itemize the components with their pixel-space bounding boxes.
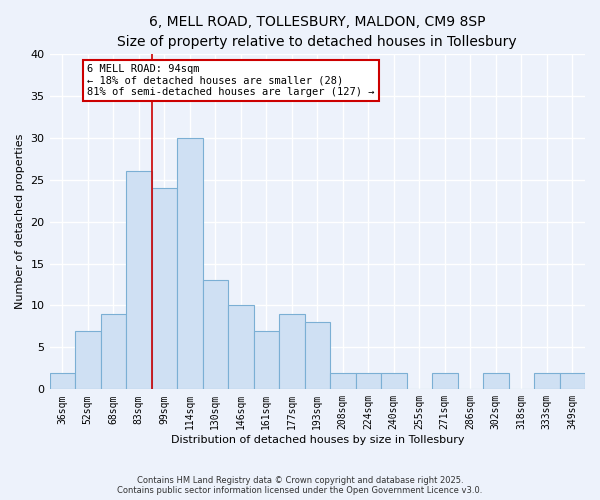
Bar	[254, 330, 279, 390]
Bar	[50, 372, 75, 390]
Bar	[560, 372, 585, 390]
Bar	[228, 306, 254, 390]
Bar	[356, 372, 381, 390]
Bar	[75, 330, 101, 390]
Bar	[534, 372, 560, 390]
Text: Contains HM Land Registry data © Crown copyright and database right 2025.
Contai: Contains HM Land Registry data © Crown c…	[118, 476, 482, 495]
Bar	[101, 314, 126, 390]
Bar	[432, 372, 458, 390]
Bar	[381, 372, 407, 390]
Bar	[152, 188, 177, 390]
Title: 6, MELL ROAD, TOLLESBURY, MALDON, CM9 8SP
Size of property relative to detached : 6, MELL ROAD, TOLLESBURY, MALDON, CM9 8S…	[118, 15, 517, 48]
Y-axis label: Number of detached properties: Number of detached properties	[15, 134, 25, 310]
Text: 6 MELL ROAD: 94sqm
← 18% of detached houses are smaller (28)
81% of semi-detache: 6 MELL ROAD: 94sqm ← 18% of detached hou…	[87, 64, 374, 97]
Bar	[279, 314, 305, 390]
X-axis label: Distribution of detached houses by size in Tollesbury: Distribution of detached houses by size …	[170, 435, 464, 445]
Bar	[483, 372, 509, 390]
Bar	[126, 172, 152, 390]
Bar	[305, 322, 330, 390]
Bar	[330, 372, 356, 390]
Bar	[177, 138, 203, 390]
Bar	[203, 280, 228, 390]
